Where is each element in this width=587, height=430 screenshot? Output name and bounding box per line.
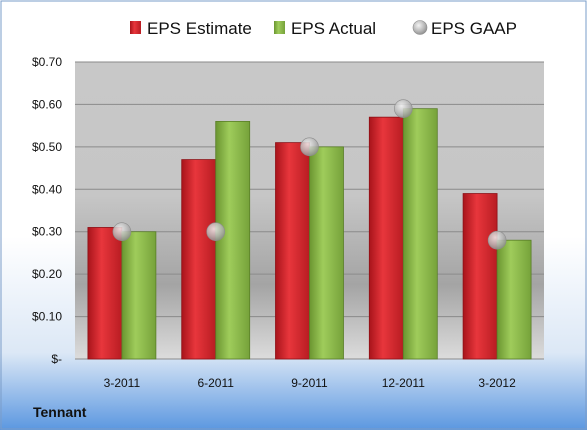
bars [87, 108, 532, 360]
bar-eps-actual [402, 108, 438, 360]
legend-label: EPS Actual [291, 19, 376, 38]
y-axis-ticks: $- $0.10 $0.20 $0.30 $0.40 $0.50 $0.60 $0.70 [32, 55, 62, 366]
y-tick-label: $0.70 [32, 55, 62, 69]
y-tick-label: $0.20 [32, 267, 62, 281]
y-tick-label: $0.40 [32, 182, 62, 196]
bar-eps-actual [496, 239, 532, 360]
bar-eps-actual [121, 231, 157, 360]
y-tick-label: $0.30 [32, 225, 62, 239]
bar-eps-estimate [275, 142, 310, 360]
marker-eps-gaap [393, 99, 413, 118]
bar-eps-estimate [181, 159, 217, 360]
bar-eps-actual [309, 146, 344, 360]
bar-eps-estimate [87, 227, 123, 360]
legend-label: EPS GAAP [431, 19, 517, 38]
marker-eps-gaap [300, 137, 319, 157]
x-axis-ticks: 3-2011 6-2011 9-2011 12-2011 3-2012 [104, 376, 516, 390]
legend-label: EPS Estimate [147, 19, 252, 38]
marker-eps-gaap [112, 222, 132, 242]
marker-eps-gaap [206, 222, 225, 242]
x-tick-label: 3-2011 [104, 376, 141, 390]
legend-swatch [274, 21, 285, 34]
bar-eps-actual [215, 121, 251, 360]
legend-swatch [130, 21, 141, 34]
x-tick-label: 6-2011 [197, 376, 234, 390]
y-tick-label: $- [51, 352, 62, 366]
y-tick-label: $0.50 [32, 140, 62, 154]
company-label: Tennant [33, 404, 87, 420]
legend-swatch [412, 20, 428, 35]
legend: EPS Estimate EPS Actual EPS GAAP [130, 19, 517, 38]
x-tick-label: 3-2012 [478, 376, 516, 390]
x-tick-label: 12-2011 [382, 376, 425, 390]
y-tick-label: $0.60 [32, 97, 62, 111]
bar-eps-estimate [462, 193, 498, 360]
x-tick-label: 9-2011 [291, 376, 328, 390]
gaap-markers [112, 99, 507, 250]
bar-eps-estimate [368, 116, 404, 360]
marker-eps-gaap [487, 230, 507, 250]
y-tick-label: $0.10 [32, 310, 62, 324]
